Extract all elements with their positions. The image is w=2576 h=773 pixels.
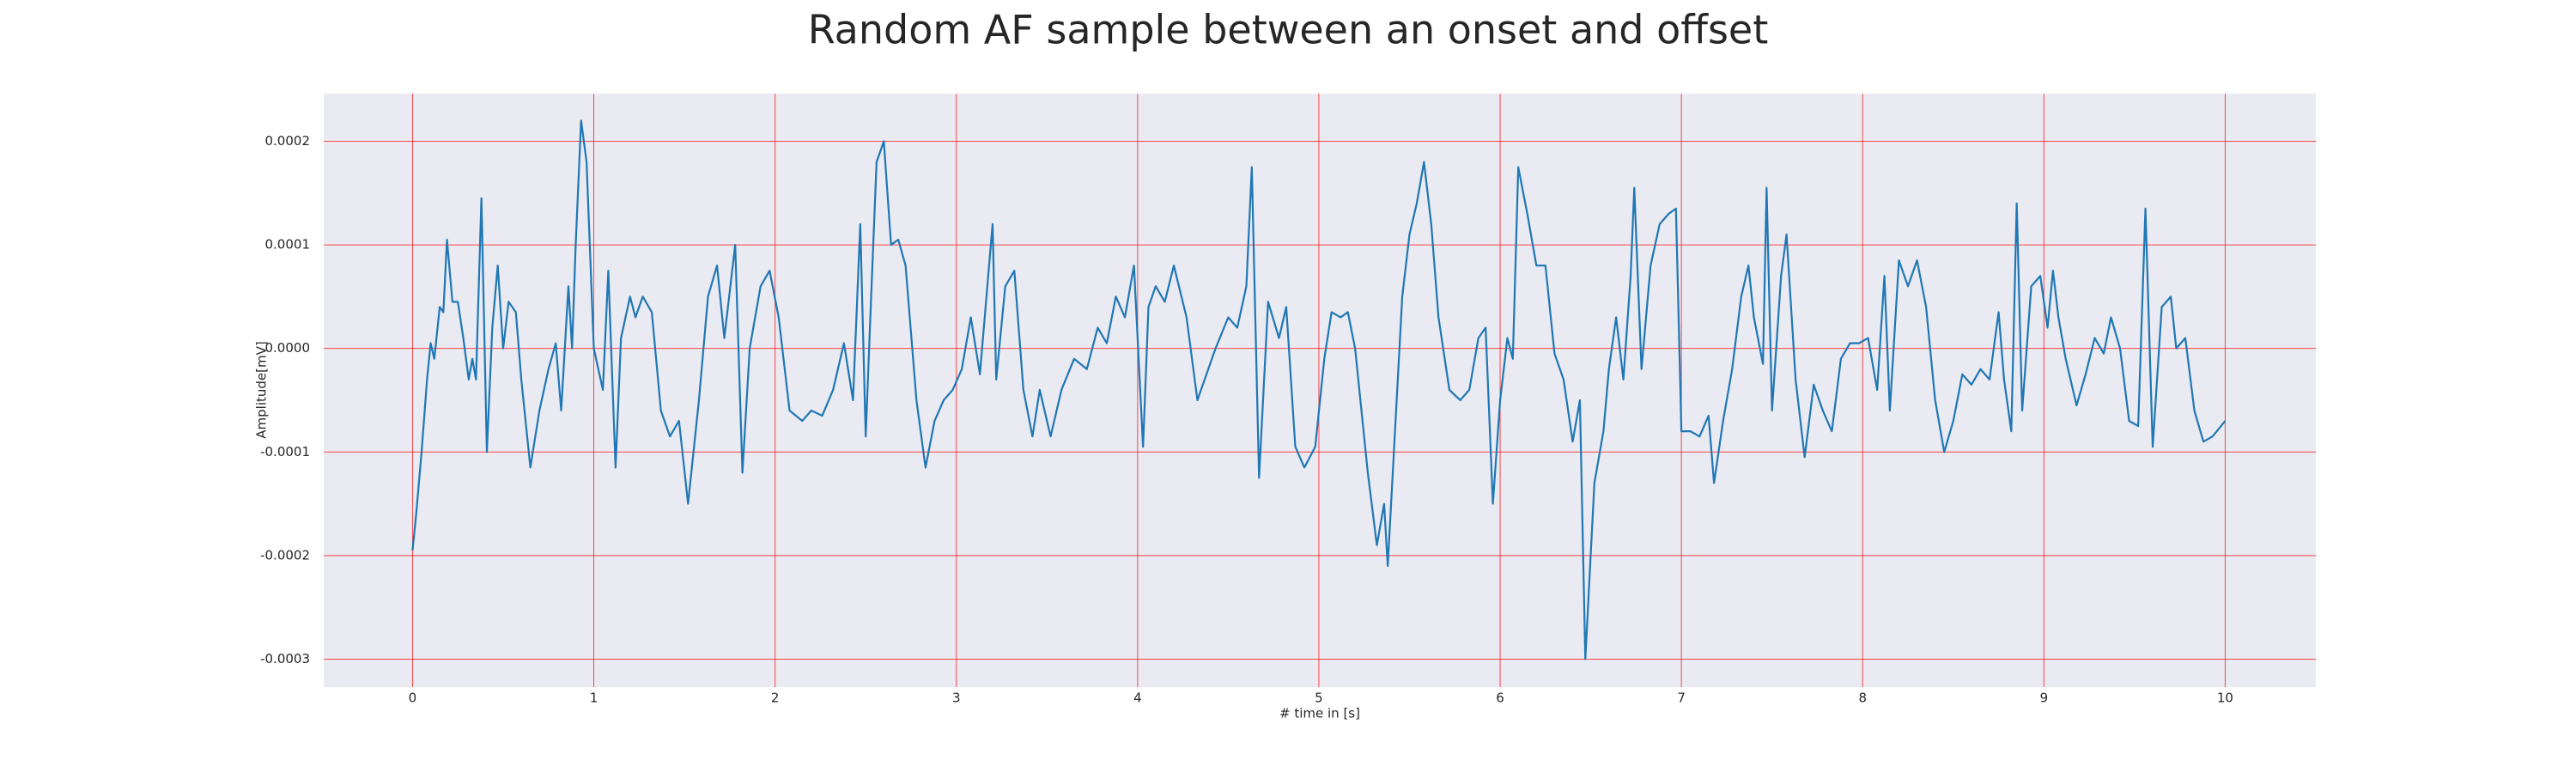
x-tick-label: 10 [2217,691,2233,706]
y-tick-label: 0.0002 [265,133,311,149]
plot-background [324,94,2316,687]
x-tick-label: 4 [1133,691,1142,706]
y-axis-label: Amplitude[mV] [254,341,270,438]
y-tick-label: 0.0001 [265,237,311,253]
x-axis-label: # time in [s] [1279,706,1360,721]
data-line [411,119,2227,660]
x-tick-label: 7 [1677,691,1686,706]
x-tick-label: 3 [952,691,961,706]
x-tick-label: 8 [1858,691,1867,706]
x-tick-label: 1 [590,691,598,706]
y-tick-label: 0.0000 [265,340,311,356]
chart-title: Random AF sample between an onset and of… [808,7,1769,53]
x-tick-label: 5 [1315,691,1323,706]
y-tick-label: -0.0002 [260,547,310,563]
y-tick-label: -0.0003 [260,651,310,666]
x-tick-label: 0 [409,691,417,706]
x-tick-label: 6 [1496,691,1504,706]
x-tick-label: 9 [2040,691,2049,706]
x-tick-label: 2 [771,691,780,706]
y-tick-label: -0.0001 [260,444,310,460]
